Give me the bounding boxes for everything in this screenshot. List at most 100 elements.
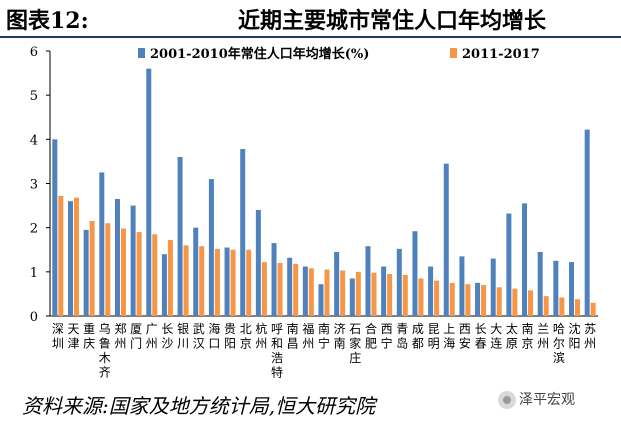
bar [355, 271, 361, 316]
figure-label: 图表12: [6, 8, 89, 34]
x-tick-label: 西安 [459, 322, 471, 351]
x-tick-label: 乌鲁木齐 [99, 321, 111, 380]
bar [512, 288, 518, 316]
x-tick-label: 福州 [302, 321, 314, 351]
bar [575, 299, 581, 316]
bar [261, 262, 267, 316]
bar [246, 249, 252, 316]
bar [183, 245, 189, 316]
bar [89, 221, 95, 316]
bar [553, 260, 559, 316]
legend-swatch [450, 48, 457, 58]
x-tick-label: 哈尔滨 [553, 322, 565, 365]
bar [381, 266, 387, 316]
x-tick-label: 沈阳 [569, 321, 581, 351]
bar [105, 223, 111, 316]
bar [506, 213, 512, 316]
bar [240, 149, 246, 316]
bar [255, 210, 261, 316]
x-tick-label: 南京 [522, 321, 534, 351]
figure-title: 近期主要城市常住人口年均增长 [238, 8, 547, 34]
bar [371, 272, 377, 316]
bar [287, 257, 293, 316]
bar [199, 246, 205, 316]
x-tick-label: 贵阳 [224, 322, 236, 351]
bar [208, 179, 214, 316]
x-tick-label: 厦门 [130, 322, 142, 351]
bar [167, 240, 173, 316]
y-tick-label: 4 [30, 133, 38, 148]
bar [130, 205, 136, 316]
y-tick-label: 3 [30, 178, 38, 193]
bar [161, 254, 167, 316]
x-tick-label: 深圳 [52, 322, 64, 351]
x-tick-label: 杭州 [255, 321, 267, 351]
x-tick-label: 西宁 [381, 322, 393, 351]
legend-label: 2001-2010年常住人口年均增长(%) [150, 46, 369, 62]
bar [365, 246, 371, 316]
bar [396, 248, 402, 316]
x-tick-label: 武汉 [193, 322, 205, 351]
x-tick-label: 郑州 [114, 321, 126, 351]
bar [584, 129, 590, 316]
source-note: 资料来源:国家及地方统计局,恒大研究院 [22, 394, 376, 418]
bar [324, 269, 330, 316]
bar-chart: 0 1 2 3 4 5 6 深圳天津重庆乌鲁木齐郑州厦门广州长沙银川武汉海口贵阳北京杭州呼和浩… [30, 45, 598, 380]
bar [412, 231, 418, 316]
x-tick-label: 长春 [475, 322, 487, 351]
bar [230, 249, 236, 316]
bar [559, 297, 565, 316]
wechat-logo-icon [498, 391, 516, 409]
bar [496, 287, 502, 316]
x-tick-label: 天津 [67, 322, 79, 351]
x-tick-label: 兰州 [537, 322, 549, 351]
bar [224, 247, 230, 316]
x-tick-label: 南昌 [287, 321, 299, 351]
bar [402, 274, 408, 316]
bar [349, 278, 355, 316]
bar [73, 197, 79, 316]
x-tick-label: 长沙 [161, 322, 173, 351]
y-tick-label: 2 [30, 222, 38, 237]
bar [308, 268, 314, 316]
bar [58, 195, 64, 316]
bar [99, 172, 105, 316]
x-tick-label: 重庆 [83, 322, 95, 351]
bar [590, 302, 596, 316]
x-tick-label: 南宁 [318, 321, 330, 351]
x-tick-label: 银川 [177, 322, 189, 351]
x-tick-label: 呼和浩特 [271, 322, 283, 380]
x-tick-label: 石家庄 [349, 322, 361, 365]
bar [146, 68, 152, 317]
bar [114, 198, 120, 316]
bar [120, 228, 126, 316]
bar [277, 263, 283, 316]
bar [522, 203, 528, 316]
x-tick-label: 上海 [443, 322, 455, 351]
legend-label: 2011-2017 [462, 47, 540, 62]
x-tick-label: 昆明 [428, 322, 440, 351]
x-tick-label: 合肥 [365, 321, 377, 351]
bar [543, 296, 549, 316]
bar [434, 280, 440, 316]
bar [152, 234, 158, 316]
x-tick-label: 广州 [146, 322, 158, 351]
bar [428, 266, 434, 316]
bar [52, 139, 58, 316]
y-tick-label: 0 [30, 310, 38, 325]
bar [475, 282, 481, 316]
bar [443, 163, 449, 316]
bar [418, 278, 424, 316]
x-tick-label: 大连 [490, 322, 502, 351]
x-tick-label: 青岛 [396, 322, 408, 351]
x-tick-label: 北京 [240, 322, 252, 351]
bar [334, 251, 340, 316]
wechat-logo: 泽平宏观 [498, 389, 575, 409]
bar [136, 232, 142, 316]
bar [459, 256, 465, 316]
y-tick-label: 6 [30, 45, 38, 60]
y-tick-label: 1 [30, 266, 38, 281]
bar [387, 274, 393, 316]
x-tick-label: 海口 [208, 321, 220, 351]
bar [465, 284, 471, 316]
